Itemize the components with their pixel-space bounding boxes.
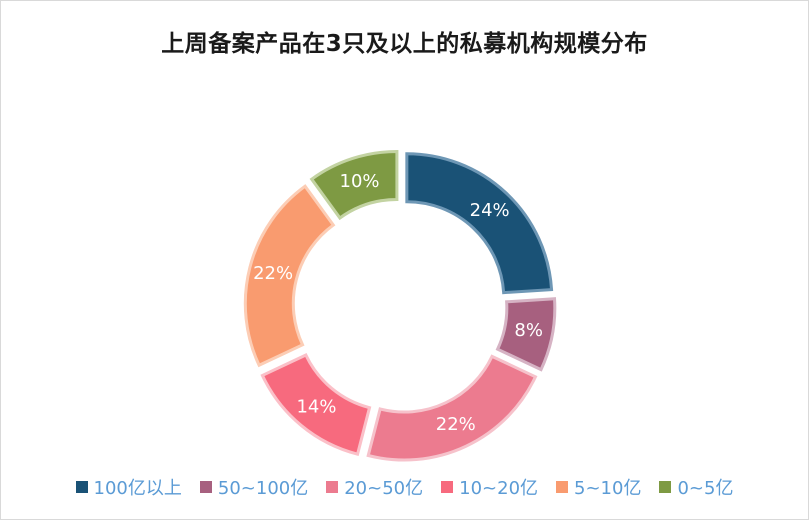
legend-item-5: 5~10亿 xyxy=(556,474,641,500)
data-label-1: 24% xyxy=(470,200,510,221)
slice-1 xyxy=(405,152,554,295)
slice-4 xyxy=(260,353,372,456)
chart-title: 上周备案产品在3只及以上的私募机构规模分布 xyxy=(161,31,648,57)
legend-swatch xyxy=(441,481,454,493)
legend-item-3: 20~50亿 xyxy=(326,474,423,500)
legend-item-6: 0~5亿 xyxy=(659,474,733,500)
legend-swatch xyxy=(659,481,672,493)
legend-item-1: 100亿以上 xyxy=(75,474,182,500)
legend-label: 20~50亿 xyxy=(344,478,424,499)
legend-label: 50~100亿 xyxy=(217,478,309,499)
legend-label: 5~10亿 xyxy=(574,478,642,499)
legend-label: 0~5亿 xyxy=(677,478,734,499)
legend-swatch xyxy=(556,481,569,493)
data-label-4: 14% xyxy=(296,396,336,417)
slice-5 xyxy=(243,184,336,368)
legend-item-4: 10~20亿 xyxy=(441,474,538,500)
slice-2 xyxy=(495,297,557,372)
legend-swatch xyxy=(199,481,212,493)
legend-item-2: 50~100亿 xyxy=(199,474,309,500)
data-label-3: 22% xyxy=(436,414,476,435)
legend-swatch xyxy=(326,481,339,493)
slice-3 xyxy=(366,354,538,462)
slice-6 xyxy=(309,149,399,221)
chart-legend: 100亿以上 50~100亿 20~50亿 10~20亿 5~10亿 0~5亿 xyxy=(0,474,809,500)
data-label-6: 10% xyxy=(340,171,380,192)
data-label-5: 22% xyxy=(253,263,293,284)
legend-label: 100亿以上 xyxy=(93,478,182,499)
legend-swatch xyxy=(75,481,88,493)
legend-label: 10~20亿 xyxy=(459,478,539,499)
data-label-2: 8% xyxy=(514,320,543,341)
